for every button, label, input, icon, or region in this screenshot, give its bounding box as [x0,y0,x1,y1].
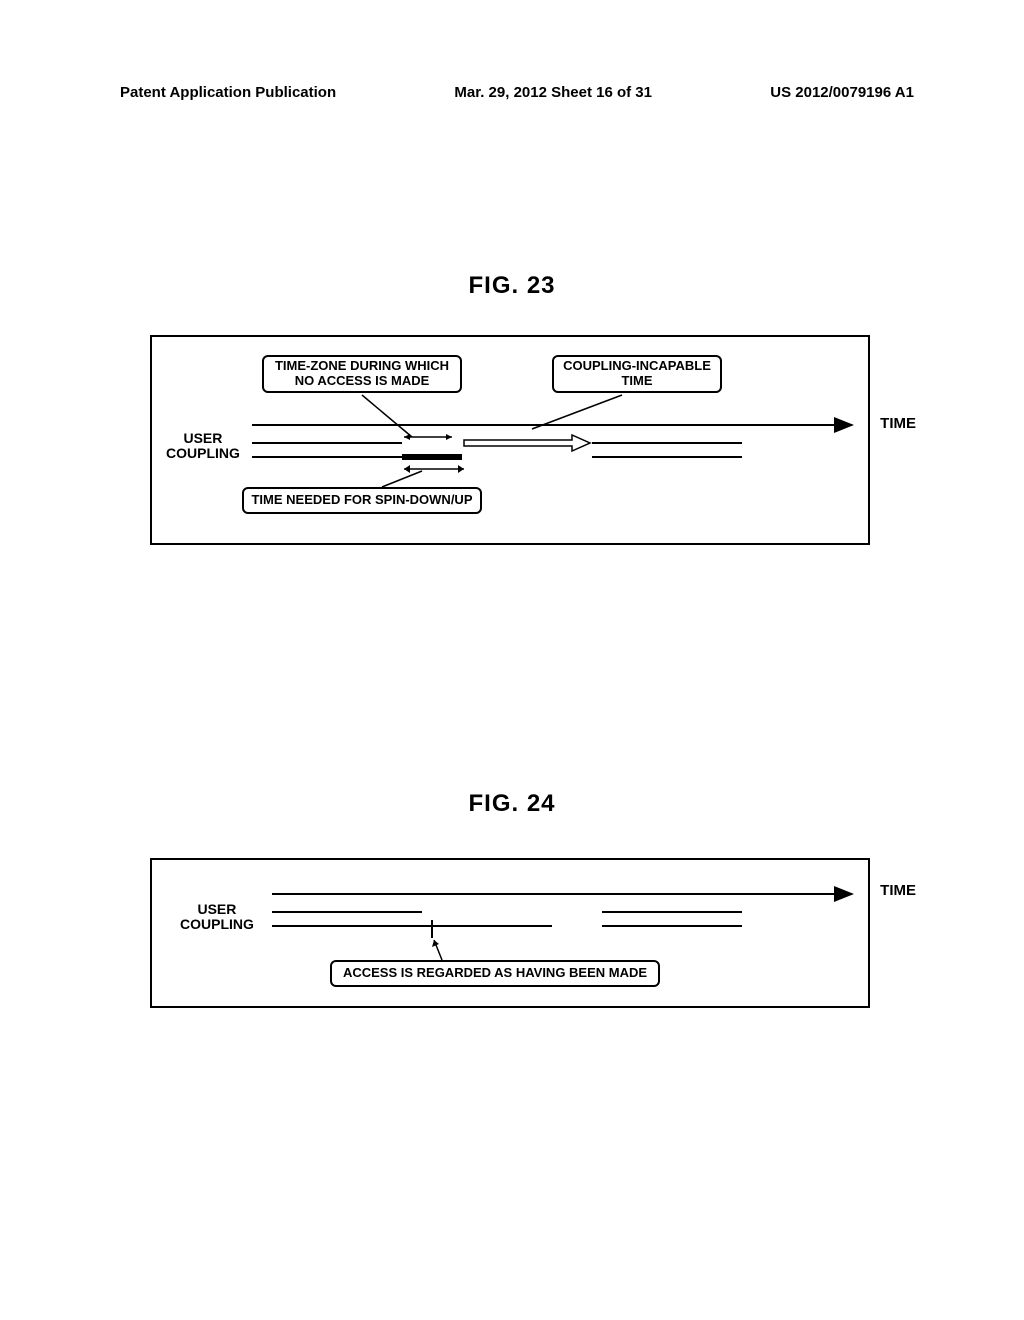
header-left: Patent Application Publication [120,84,336,101]
header-center: Mar. 29, 2012 Sheet 16 of 31 [454,84,652,101]
page: Patent Application Publication Mar. 29, … [0,0,1024,1320]
fig24-access-box: ACCESS IS REGARDED AS HAVING BEEN MADE [330,960,660,987]
fig24-container: USER COUPLING TIME ACCESS IS REGARDED AS… [150,858,870,1008]
fig23-time-label: TIME [880,415,916,432]
fig23-timezone-text: TIME-ZONE DURING WHICH NO ACCESS IS MADE [275,358,449,388]
fig23-container: TIME-ZONE DURING WHICH NO ACCESS IS MADE… [150,335,870,545]
fig23-svg [152,337,872,547]
fig23-spin-box: TIME NEEDED FOR SPIN-DOWN/UP [242,487,482,514]
fig23-title: FIG. 23 [0,272,1024,300]
fig23-incapable-box: COUPLING-INCAPABLE TIME [552,355,722,393]
fig23-incapable-text: COUPLING-INCAPABLE TIME [563,358,711,388]
fig23-user-coupling: USER COUPLING [166,431,240,462]
header: Patent Application Publication Mar. 29, … [120,84,914,101]
fig24-user-coupling: USER COUPLING [180,902,254,933]
fig24-title: FIG. 24 [0,790,1024,818]
header-right: US 2012/0079196 A1 [770,84,914,101]
fig23-spin-text: TIME NEEDED FOR SPIN-DOWN/UP [251,492,472,507]
fig24-time-label: TIME [880,882,916,899]
fig24-access-text: ACCESS IS REGARDED AS HAVING BEEN MADE [343,965,647,980]
fig23-timezone-box: TIME-ZONE DURING WHICH NO ACCESS IS MADE [262,355,462,393]
fig24-svg [152,860,872,1010]
